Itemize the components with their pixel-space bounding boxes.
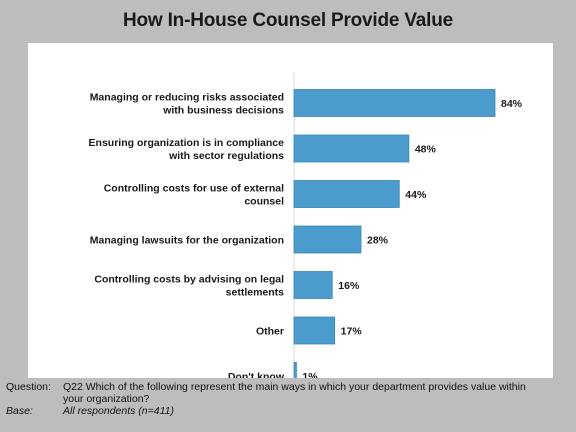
category-label: Ensuring organization is in compliance — [89, 137, 285, 149]
bar — [293, 271, 333, 299]
bar — [293, 89, 496, 117]
value-label: 16% — [338, 280, 360, 292]
base-label: Base: — [6, 405, 33, 417]
question-spacer — [6, 393, 63, 405]
category-label: Don't know — [228, 371, 285, 378]
category-label: with business decisions — [162, 105, 284, 117]
bar — [293, 362, 297, 378]
value-label: 1% — [302, 371, 318, 378]
chart-panel: 84% Managing or reducing risks associated… — [28, 43, 553, 378]
bar — [293, 180, 400, 208]
base-text: All respondents (n=411) — [63, 405, 174, 417]
base-row: Base: All respondents (n=411) — [6, 405, 570, 417]
footer-notes: Question: Q22 Which of the following rep… — [6, 381, 570, 417]
bar-chart: 84% Managing or reducing risks associated… — [89, 73, 523, 378]
category-label: settlements — [226, 287, 285, 299]
question-row: Question: Q22 Which of the following rep… — [6, 381, 570, 393]
category-label: Managing or reducing risks associated — [90, 92, 284, 104]
bar — [293, 316, 336, 345]
category-label: Other — [256, 326, 284, 338]
question-text-continued: your organization? — [63, 393, 150, 405]
bar — [293, 225, 362, 254]
category-label: Managing lawsuits for the organization — [90, 235, 284, 247]
value-label: 84% — [501, 98, 523, 110]
value-label: 28% — [367, 235, 389, 247]
category-label: Controlling costs for use of external — [104, 183, 284, 195]
value-label: 44% — [405, 189, 427, 201]
bar — [293, 134, 410, 163]
question-label: Question: — [6, 381, 51, 393]
category-label: Controlling costs by advising on legal — [94, 274, 284, 286]
value-label: 48% — [415, 144, 437, 156]
category-label: counsel — [244, 196, 284, 208]
category-label: with sector regulations — [168, 150, 284, 162]
question-text: Q22 Which of the following represent the… — [63, 381, 526, 393]
chart-title: How In-House Counsel Provide Value — [123, 10, 453, 31]
question-row-cont: your organization? — [6, 393, 570, 405]
value-label: 17% — [341, 326, 363, 338]
